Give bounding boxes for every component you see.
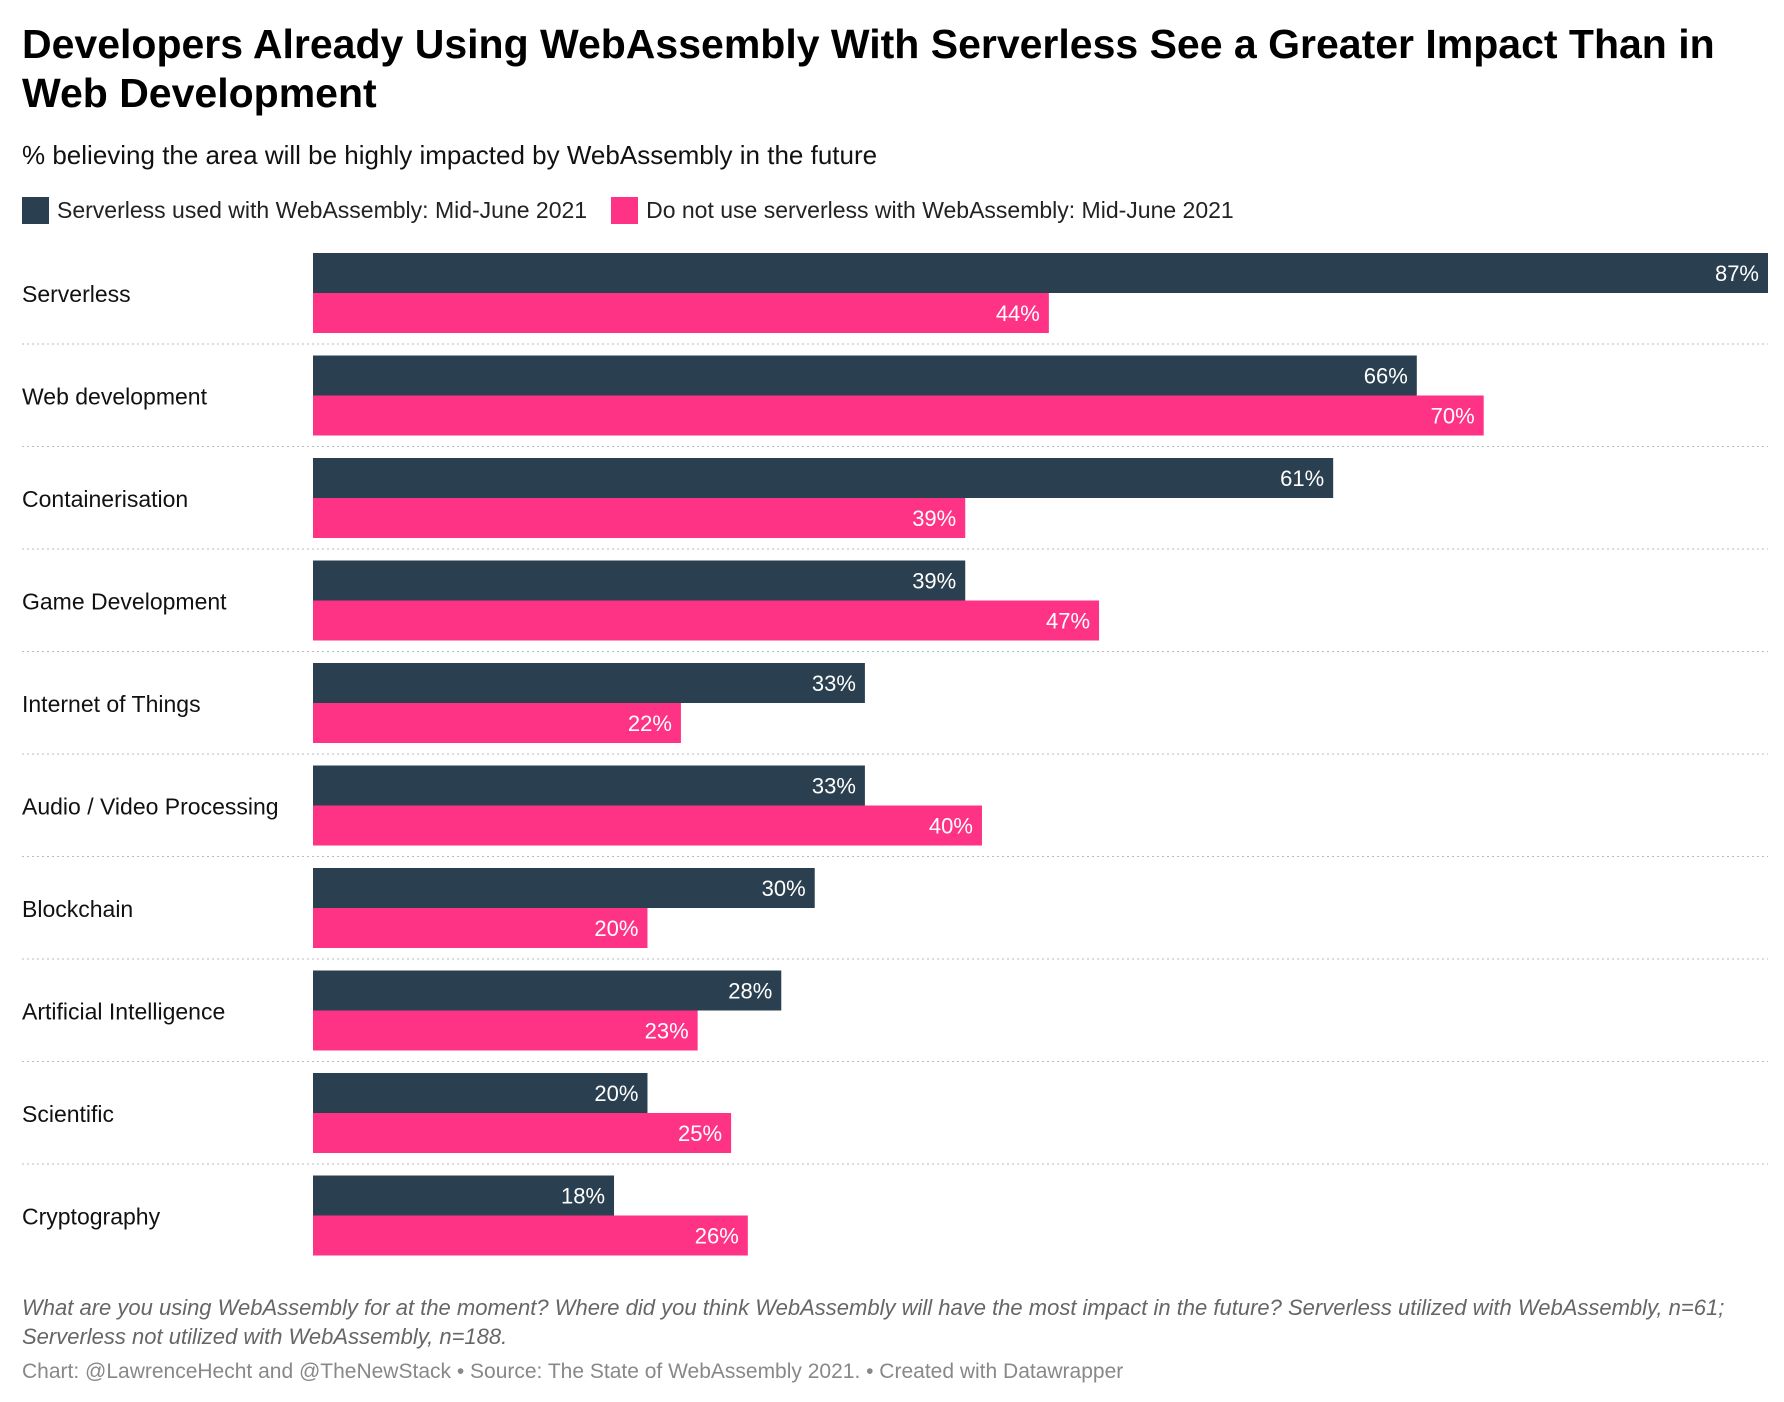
bar-cryptography-not-used [313, 1215, 748, 1256]
chart-title: Developers Already Using WebAssembly Wit… [22, 21, 1715, 116]
category-label-containerisation: Containerisation [22, 486, 188, 512]
legend-item-serverless-not-used: Do not use serverless with WebAssembly: … [611, 197, 1234, 224]
bar-web-development-not-used [313, 395, 1484, 436]
value-label-artificial-intelligence-not-used: 23% [645, 1019, 689, 1044]
value-label-web-development-not-used: 70% [1431, 404, 1475, 429]
bar-cryptography-used [313, 1175, 615, 1216]
legend-swatch-serverless-used [22, 197, 49, 224]
bar-audio-video-processing-used [313, 765, 865, 806]
value-label-game-development-used: 39% [912, 569, 956, 594]
bar-audio-video-processing-not-used [313, 805, 982, 846]
category-label-scientific: Scientific [22, 1101, 114, 1127]
bar-containerisation-not-used [313, 498, 966, 538]
bar-blockchain-used [313, 868, 815, 908]
value-label-game-development-not-used: 47% [1046, 609, 1090, 634]
value-label-cryptography-used: 18% [561, 1184, 605, 1209]
category-label-web-development: Web development [22, 384, 208, 410]
value-label-serverless-used: 87% [1715, 261, 1759, 286]
category-label-game-development: Game Development [22, 589, 227, 615]
chart-credit: Chart: @LawrenceHecht and @TheNewStack •… [22, 1360, 1124, 1383]
bar-serverless-used [313, 253, 1768, 293]
bar-serverless-not-used [313, 293, 1049, 333]
value-label-internet-of-things-not-used: 22% [628, 711, 672, 736]
category-label-audio-video-processing: Audio / Video Processing [22, 794, 279, 820]
value-label-blockchain-used: 30% [762, 876, 806, 901]
bar-internet-of-things-used [313, 663, 865, 703]
bar-web-development-used [313, 355, 1417, 396]
bar-artificial-intelligence-used [313, 970, 782, 1011]
chart-subtitle: % believing the area will be highly impa… [22, 140, 878, 170]
bar-scientific-not-used [313, 1113, 732, 1153]
value-label-blockchain-not-used: 20% [594, 916, 638, 941]
bar-game-development-used [313, 560, 966, 601]
legend-label-serverless-used: Serverless used with WebAssembly: Mid-Ju… [57, 197, 588, 223]
category-label-internet-of-things: Internet of Things [22, 691, 201, 717]
category-label-serverless: Serverless [22, 281, 131, 307]
value-label-serverless-not-used: 44% [996, 301, 1040, 326]
value-label-scientific-used: 20% [594, 1081, 638, 1106]
category-label-cryptography: Cryptography [22, 1204, 161, 1230]
bar-artificial-intelligence-not-used [313, 1010, 698, 1051]
chart-notes: What are you using WebAssembly for at th… [22, 1295, 1725, 1349]
value-label-internet-of-things-used: 33% [812, 671, 856, 696]
legend-swatch-serverless-not-used [611, 197, 639, 224]
value-label-scientific-not-used: 25% [678, 1121, 722, 1146]
bar-chart: Serverless 87% 44% Web development 66% 70% Con… [22, 253, 1768, 1256]
value-label-containerisation-not-used: 39% [912, 506, 956, 531]
value-label-containerisation-used: 61% [1280, 466, 1324, 491]
legend-item-serverless-used: Serverless used with WebAssembly: Mid-Ju… [22, 197, 587, 224]
value-label-audio-video-processing-not-used: 40% [929, 814, 973, 839]
bar-scientific-used [313, 1073, 648, 1113]
legend: Serverless used with WebAssembly: Mid-Ju… [22, 197, 1258, 224]
value-label-audio-video-processing-used: 33% [812, 774, 856, 799]
value-label-cryptography-not-used: 26% [695, 1224, 739, 1249]
bar-blockchain-not-used [313, 908, 648, 948]
bar-containerisation-used [313, 458, 1334, 498]
bar-internet-of-things-not-used [313, 703, 681, 743]
legend-label-serverless-not-used: Do not use serverless with WebAssembly: … [646, 197, 1234, 223]
bar-game-development-not-used [313, 600, 1100, 641]
category-label-artificial-intelligence: Artificial Intelligence [22, 999, 225, 1025]
category-label-blockchain: Blockchain [22, 896, 133, 922]
value-label-artificial-intelligence-used: 28% [728, 979, 772, 1004]
value-label-web-development-used: 66% [1364, 364, 1408, 389]
